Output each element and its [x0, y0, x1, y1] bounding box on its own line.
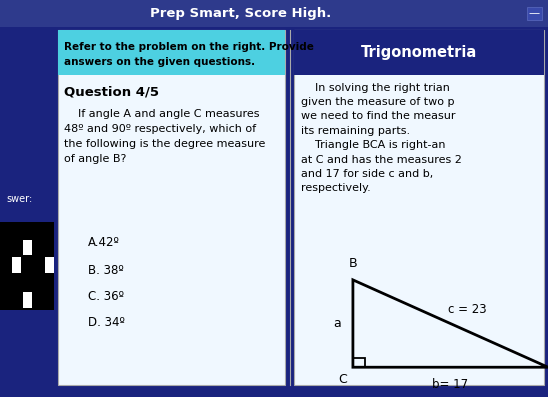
Bar: [0, 0, 548, 27]
Text: D. 34º: D. 34º: [88, 316, 124, 329]
Text: In solving the right trian
given the measure of two p
we need to find the measur: In solving the right trian given the mea…: [301, 83, 462, 193]
Text: —: —: [529, 8, 540, 19]
Bar: [0, 222, 54, 310]
Text: A.42º: A.42º: [88, 236, 119, 249]
Text: C: C: [339, 373, 347, 386]
Text: c = 23: c = 23: [448, 303, 486, 316]
Text: swer:: swer:: [7, 193, 33, 204]
Bar: [58, 30, 285, 75]
Text: b= 17: b= 17: [432, 378, 469, 391]
Text: C. 36º: C. 36º: [88, 290, 124, 303]
Text: If angle A and angle C measures
48º and 90º respectively, which of
the following: If angle A and angle C measures 48º and …: [64, 109, 265, 164]
Text: a: a: [334, 317, 341, 330]
Bar: [23, 292, 32, 308]
Bar: [13, 257, 21, 273]
Bar: [58, 30, 285, 385]
Text: B: B: [349, 257, 357, 270]
Bar: [23, 240, 32, 255]
Text: answers on the given questions.: answers on the given questions.: [64, 57, 255, 67]
Text: Question 4/5: Question 4/5: [64, 85, 159, 98]
Bar: [44, 257, 54, 273]
Text: Refer to the problem on the right. Provide: Refer to the problem on the right. Provi…: [64, 42, 314, 52]
Text: B. 38º: B. 38º: [88, 264, 123, 277]
Bar: [294, 30, 544, 385]
Text: Prep Smart, Score High.: Prep Smart, Score High.: [151, 7, 332, 20]
Bar: [294, 30, 544, 75]
Text: Trigonometria: Trigonometria: [361, 45, 477, 60]
